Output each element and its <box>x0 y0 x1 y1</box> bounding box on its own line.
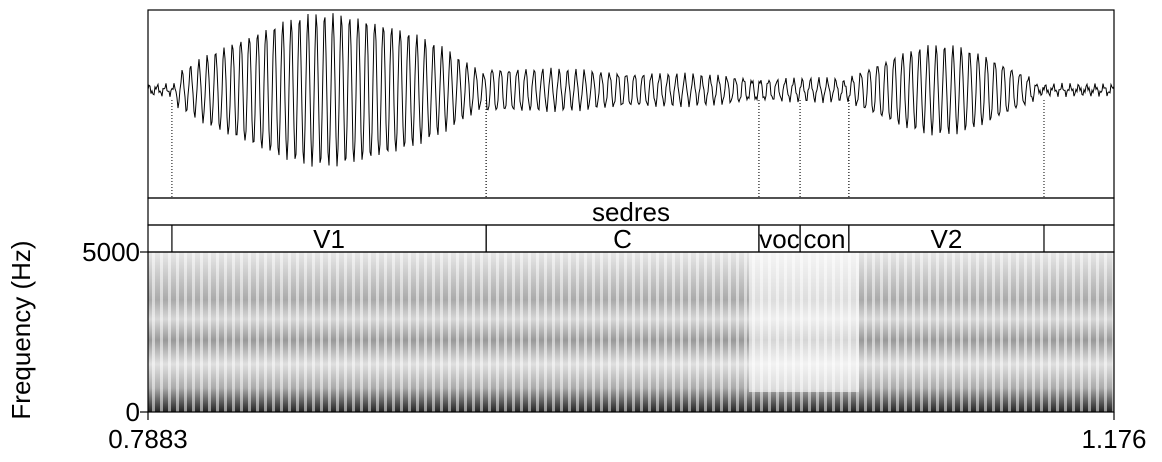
interval-label: C <box>613 224 632 254</box>
x-tick-label: 1.176 <box>1081 424 1146 454</box>
interval-label: voc <box>759 224 799 254</box>
x-tick-label: 0.7883 <box>108 424 188 454</box>
waveform-panel <box>147 9 1115 199</box>
y-tick-label: 5000 <box>82 237 140 267</box>
interval-label: V2 <box>931 224 963 254</box>
interval-label: V1 <box>313 224 345 254</box>
tier-2 <box>147 224 1115 253</box>
interval-label: con <box>804 224 846 254</box>
fricative-region <box>748 252 859 392</box>
waveform <box>147 13 1115 167</box>
y-tick-label: 0 <box>126 397 140 427</box>
interval-label: sedres <box>592 197 670 227</box>
striations <box>148 252 1114 412</box>
spectrogram <box>148 252 1114 412</box>
y-axis-label: Frequency (Hz) <box>6 240 36 419</box>
